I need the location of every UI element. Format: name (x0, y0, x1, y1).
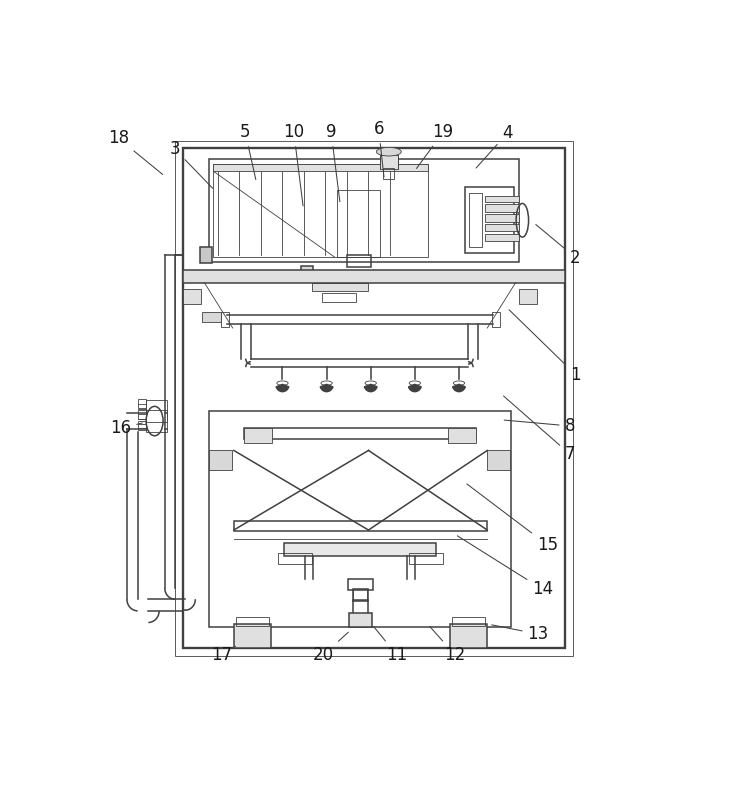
Bar (465, 187, 515, 254)
Wedge shape (453, 384, 465, 392)
Text: 13: 13 (492, 625, 549, 643)
Text: 1: 1 (509, 310, 581, 383)
Wedge shape (276, 384, 289, 392)
Bar (485, 224, 519, 231)
Bar (209, 451, 231, 470)
Bar (348, 579, 373, 590)
Text: 8: 8 (504, 417, 575, 435)
Bar (337, 190, 380, 257)
Bar (200, 247, 212, 263)
Text: 11: 11 (374, 626, 407, 664)
Bar (410, 553, 443, 564)
Text: 3: 3 (169, 140, 212, 188)
Text: 15: 15 (467, 484, 558, 554)
Bar (202, 312, 221, 322)
Bar (234, 522, 488, 531)
Text: 9: 9 (326, 123, 340, 202)
Bar (349, 613, 372, 626)
Bar (244, 429, 272, 443)
Bar (278, 553, 312, 564)
Bar (301, 266, 313, 279)
Text: 6: 6 (374, 120, 384, 177)
Text: 18: 18 (108, 130, 163, 174)
Text: 20: 20 (312, 632, 348, 664)
Bar (236, 617, 269, 626)
Bar (380, 155, 398, 169)
Wedge shape (364, 384, 377, 392)
Bar (183, 148, 565, 648)
Bar (209, 159, 519, 262)
Bar (283, 544, 437, 556)
Bar (145, 410, 167, 432)
Bar (221, 312, 229, 327)
Bar (183, 270, 565, 283)
Text: 17: 17 (211, 646, 236, 664)
Bar (469, 193, 482, 247)
Text: 16: 16 (110, 420, 142, 437)
Ellipse shape (377, 147, 402, 156)
Bar (213, 164, 429, 257)
Bar (312, 283, 369, 291)
Bar (209, 411, 511, 626)
Wedge shape (409, 384, 421, 392)
Bar (485, 196, 519, 202)
Bar (138, 399, 145, 408)
Bar (175, 142, 573, 656)
Bar (322, 293, 356, 302)
Text: 4: 4 (476, 124, 512, 168)
Text: 5: 5 (240, 123, 256, 180)
Bar (450, 624, 488, 648)
Bar (353, 599, 369, 615)
Bar (488, 451, 510, 470)
Bar (353, 589, 369, 601)
Bar (347, 254, 371, 267)
Bar (447, 429, 476, 443)
Text: 19: 19 (417, 123, 454, 169)
Bar (519, 289, 537, 304)
Text: 10: 10 (283, 123, 304, 206)
Bar (138, 410, 145, 419)
Bar (485, 214, 519, 222)
Text: 7: 7 (504, 396, 575, 463)
Text: 2: 2 (536, 224, 581, 266)
Bar (452, 617, 485, 626)
Bar (492, 312, 500, 327)
Text: 12: 12 (430, 626, 466, 664)
Bar (213, 164, 429, 171)
Bar (183, 289, 201, 304)
Bar (383, 168, 394, 179)
Bar (234, 624, 271, 648)
Bar (138, 421, 145, 429)
Bar (485, 204, 519, 211)
Bar (244, 429, 476, 440)
Text: 14: 14 (458, 536, 553, 599)
Wedge shape (320, 384, 333, 392)
Bar (145, 400, 167, 422)
Bar (485, 234, 519, 241)
